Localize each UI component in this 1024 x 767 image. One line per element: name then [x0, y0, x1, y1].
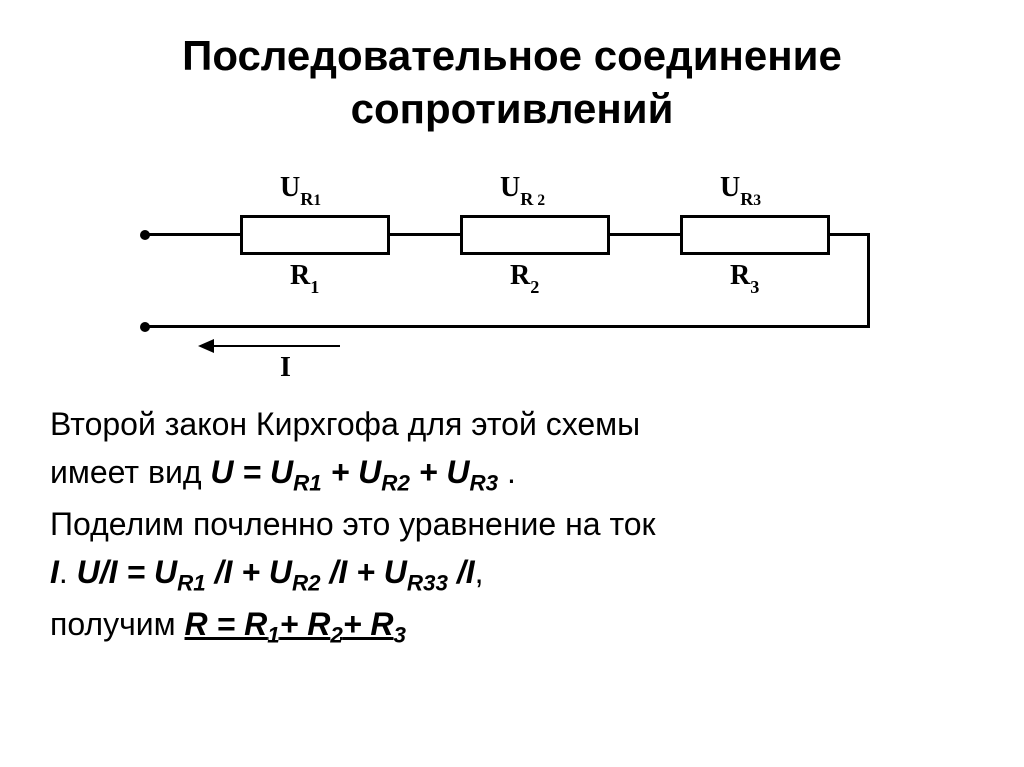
slide-title: Последовательное соединение сопротивлени… [50, 30, 974, 135]
circuit-diagram: UR1 R1 UR2 R2 UR3 R3 I [130, 160, 890, 380]
text-line-3: Поделим почленно это уравнение на ток [50, 500, 974, 548]
r3-label: R3 [730, 260, 759, 296]
ur1-label: UR1 [280, 172, 321, 208]
title-line2: сопротивлений [50, 83, 974, 136]
ur3-label: UR3 [720, 172, 761, 208]
resistor-3 [680, 215, 830, 255]
wire [867, 233, 870, 328]
wire [145, 325, 870, 328]
explanation-text: Второй закон Кирхгофа для этой схемы име… [50, 400, 974, 652]
wire [390, 233, 460, 236]
current-arrow [210, 345, 340, 347]
resistor-2 [460, 215, 610, 255]
current-arrow-head [198, 339, 214, 353]
current-label: I [280, 352, 291, 384]
r1-label: R1 [290, 260, 319, 296]
title-line1: Последовательное соединение [50, 30, 974, 83]
resistor-1 [240, 215, 390, 255]
r2-label: R2 [510, 260, 539, 296]
text-line-1: Второй закон Кирхгофа для этой схемы [50, 400, 974, 448]
text-line-4: I. U/I = UR1 /I + UR2 /I + UR33 /I, [50, 548, 974, 600]
ur2-label: UR2 [500, 172, 545, 208]
text-line-2: имеет вид U = UR1 + UR2 + UR3 . [50, 448, 974, 500]
wire [610, 233, 680, 236]
text-line-5: получим R = R1+ R2+ R3 [50, 600, 974, 652]
wire [830, 233, 870, 236]
wire [145, 233, 240, 236]
